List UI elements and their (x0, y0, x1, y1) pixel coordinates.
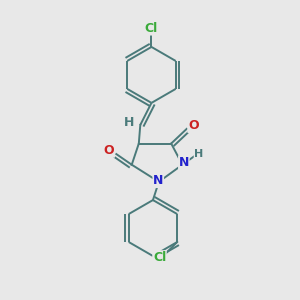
Text: Cl: Cl (145, 22, 158, 35)
Text: Cl: Cl (153, 251, 166, 264)
Text: O: O (188, 119, 199, 132)
Text: H: H (124, 116, 134, 129)
Text: H: H (194, 149, 203, 159)
Text: N: N (179, 156, 189, 169)
Text: N: N (153, 174, 164, 188)
Text: O: O (104, 144, 114, 157)
